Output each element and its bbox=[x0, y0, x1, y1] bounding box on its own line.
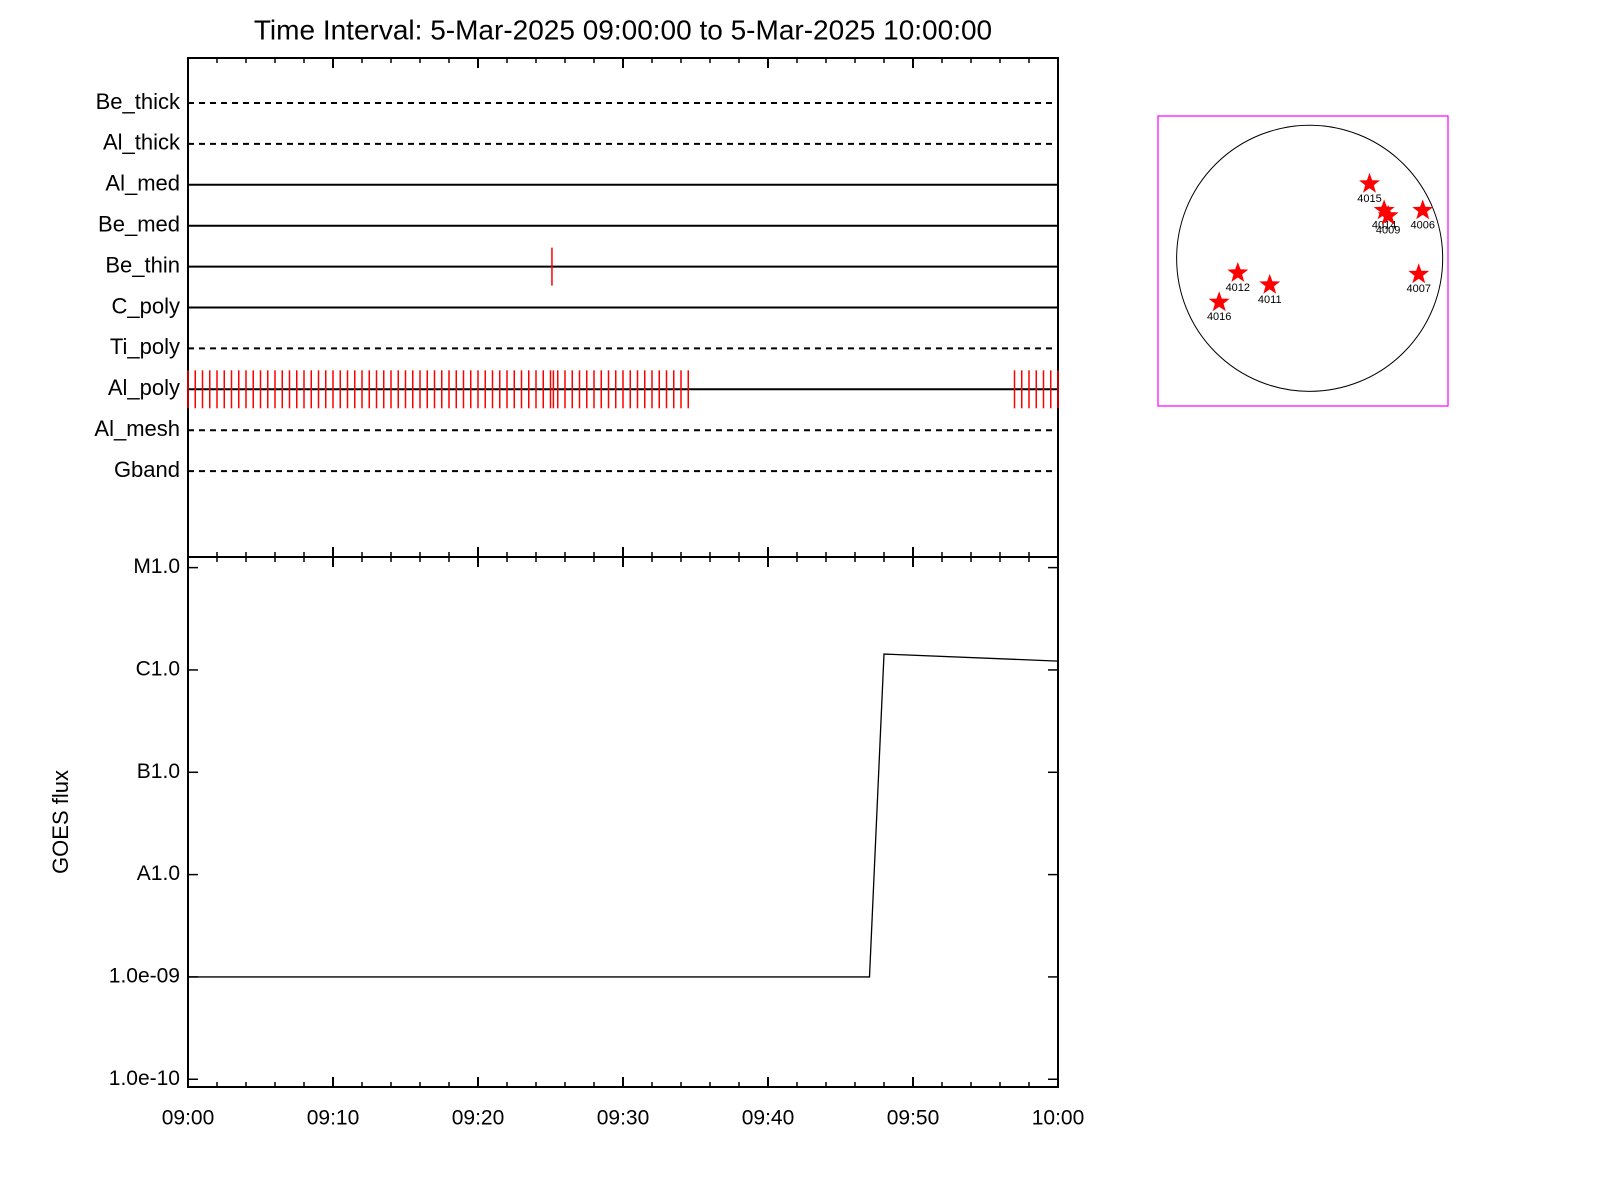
x-tick-label: 09:40 bbox=[742, 1107, 795, 1130]
disk-frame bbox=[1157, 115, 1449, 407]
row-label: Be_thin bbox=[105, 252, 180, 277]
y-tick-label: M1.0 bbox=[133, 555, 180, 578]
region-star bbox=[1259, 273, 1281, 294]
region-label: 4009 bbox=[1376, 225, 1400, 237]
region-label: 4015 bbox=[1357, 193, 1381, 205]
flux-line bbox=[188, 653, 1059, 978]
region-label: 4016 bbox=[1207, 311, 1231, 323]
row-label: C_poly bbox=[112, 293, 180, 318]
row-label: Ti_poly bbox=[110, 334, 180, 359]
region-label: 4007 bbox=[1406, 283, 1430, 295]
x-tick-label: 09:20 bbox=[452, 1107, 505, 1130]
x-tick-label: 09:00 bbox=[162, 1107, 215, 1130]
y-tick-label: 1.0e-10 bbox=[109, 1067, 180, 1090]
y-tick-label: B1.0 bbox=[137, 760, 180, 783]
row-label: Al_thick bbox=[103, 130, 181, 155]
x-tick-label: 09:10 bbox=[307, 1107, 360, 1130]
region-star bbox=[1408, 263, 1430, 284]
row-label: Be_thick bbox=[96, 89, 181, 114]
bottom-panel-frame bbox=[187, 556, 1059, 1088]
row-label: Gband bbox=[114, 457, 180, 482]
region-label: 4006 bbox=[1410, 219, 1434, 231]
region-star bbox=[1373, 199, 1395, 220]
chart-title: Time Interval: 5-Mar-2025 09:00:00 to 5-… bbox=[254, 14, 992, 45]
solar-limb bbox=[1176, 124, 1444, 392]
region-star bbox=[1377, 204, 1399, 225]
region-label: 4011 bbox=[1258, 294, 1282, 306]
region-star bbox=[1359, 172, 1380, 193]
region-label: 4014 bbox=[1372, 219, 1396, 231]
region-label: 4012 bbox=[1226, 282, 1250, 294]
x-tick-label: 10:00 bbox=[1032, 1107, 1085, 1130]
row-label: Be_med bbox=[98, 212, 180, 237]
region-star bbox=[1208, 291, 1230, 312]
region-star bbox=[1227, 262, 1249, 282]
y-tick-label: C1.0 bbox=[136, 657, 180, 680]
row-label: Al_poly bbox=[108, 375, 180, 400]
x-tick-label: 09:30 bbox=[597, 1107, 650, 1130]
y-tick-label: 1.0e-09 bbox=[109, 964, 180, 987]
row-label: Al_med bbox=[105, 171, 180, 196]
y-axis-label: GOES flux bbox=[48, 770, 73, 874]
y-tick-label: A1.0 bbox=[137, 862, 180, 885]
region-star bbox=[1412, 199, 1434, 220]
row-label: Al_mesh bbox=[94, 416, 180, 441]
x-tick-label: 09:50 bbox=[887, 1107, 940, 1130]
